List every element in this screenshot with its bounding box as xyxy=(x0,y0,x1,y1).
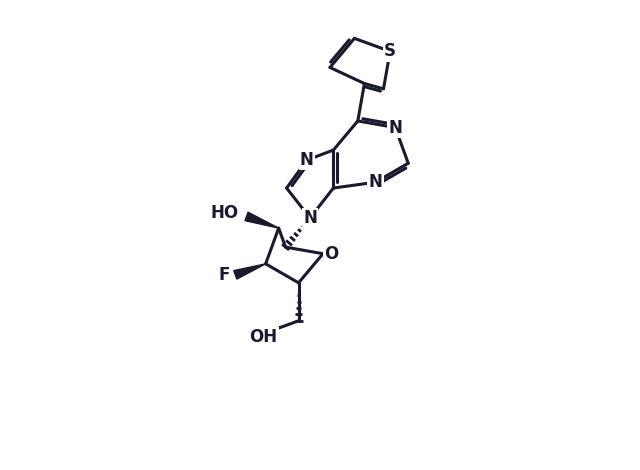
Text: N: N xyxy=(300,151,314,169)
Text: HO: HO xyxy=(211,204,239,222)
Text: OH: OH xyxy=(249,328,277,346)
Text: N: N xyxy=(303,209,317,227)
Text: F: F xyxy=(219,266,230,284)
Polygon shape xyxy=(245,212,278,228)
Text: N: N xyxy=(369,173,382,191)
Text: N: N xyxy=(388,118,402,137)
Text: S: S xyxy=(384,42,396,60)
Polygon shape xyxy=(234,264,266,279)
Text: O: O xyxy=(324,245,338,263)
